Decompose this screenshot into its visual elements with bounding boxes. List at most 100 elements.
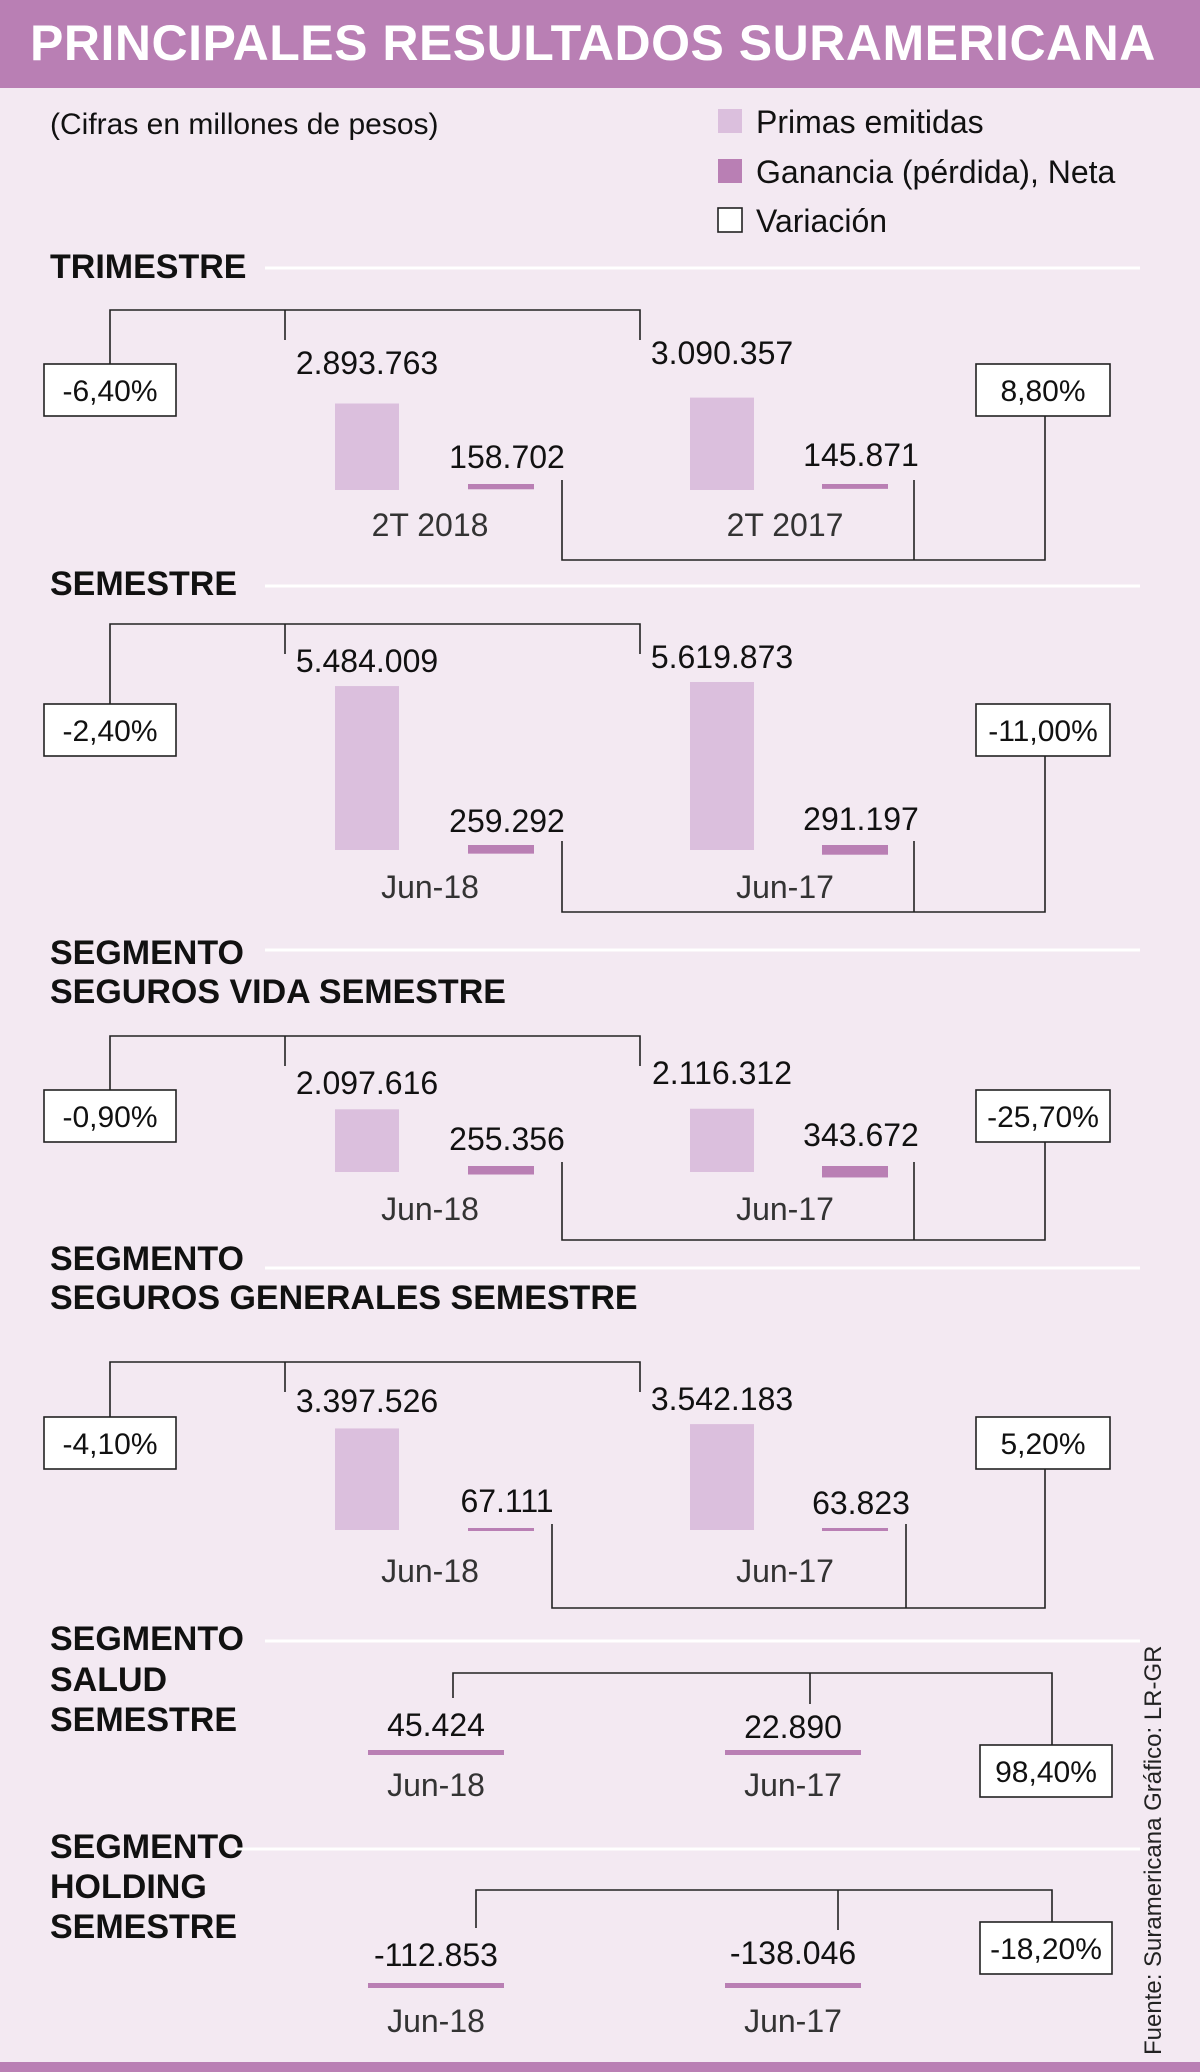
variacion-primas-label-box [43, 363, 177, 417]
category-label: Jun-18 [381, 1553, 479, 1589]
category-label: Jun-17 [744, 1767, 842, 1803]
ganancia-value-label: -112.853 [374, 1937, 498, 1973]
variacion-ganancia-label: 98,40% [995, 1756, 1097, 1789]
variacion-ganancia-label: -11,00% [988, 715, 1098, 748]
primas-value-label: 3.542.183 [651, 1381, 793, 1417]
category-label: Jun-18 [381, 869, 479, 905]
ganancia-connector [561, 756, 1046, 913]
ganancia-connector [551, 1469, 1046, 1609]
ganancia-value-label: 45.424 [387, 1707, 485, 1743]
variacion-ganancia-label-box [975, 1416, 1111, 1470]
ganancia-bar [468, 484, 534, 490]
primas-connector [109, 623, 641, 704]
ganancia-value-label: 63.823 [812, 1485, 910, 1521]
ganancia-bar [822, 1166, 888, 1178]
legend-label: Variación [756, 203, 887, 239]
variacion-primas-label-box [43, 1089, 177, 1143]
ganancia-bar [468, 845, 534, 854]
variacion-ganancia-label-box [975, 363, 1111, 417]
variacion-ganancia-label-box [979, 1921, 1113, 1975]
ganancia-value-label: 255.356 [449, 1121, 565, 1157]
section-title: SEMESTRE [50, 1908, 237, 1946]
primas-value-label: 2.893.763 [296, 345, 438, 381]
primas-value-label: 3.397.526 [296, 1383, 438, 1419]
bottom-bar [0, 2062, 1200, 2072]
primas-connector [109, 1361, 641, 1417]
variacion-ganancia-label-box [979, 1744, 1113, 1798]
variacion-ganancia-label: 8,80% [1000, 375, 1085, 408]
ganancia-connector [561, 416, 1046, 561]
category-label: Jun-18 [381, 1191, 479, 1227]
category-label: Jun-17 [736, 1553, 834, 1589]
ganancia-bar [822, 1528, 888, 1531]
variacion-ganancia-label: 5,20% [1000, 1428, 1085, 1461]
primas-value-label: 5.484.009 [296, 643, 438, 679]
section-title: SEGMENTO [50, 1828, 244, 1866]
primas-value-label: 2.116.312 [652, 1055, 792, 1091]
section-title: SEGMENTO [50, 1240, 244, 1278]
section-title: TRIMESTRE [50, 248, 246, 286]
ganancia-value-label: -138.046 [730, 1935, 856, 1971]
ganancia-bar [725, 1750, 861, 1755]
category-label: Jun-18 [387, 2003, 485, 2039]
legend-label: Ganancia (pérdida), Neta [756, 154, 1116, 190]
variacion-ganancia-label: -25,70% [987, 1101, 1099, 1134]
title-bar: PRINCIPALES RESULTADOS SURAMERICANA [0, 0, 1200, 88]
category-label: 2T 2017 [727, 507, 844, 543]
chart-title: PRINCIPALES RESULTADOS SURAMERICANA [30, 15, 1156, 71]
variacion-primas-label: -6,40% [62, 375, 157, 408]
ganancia-bar [822, 484, 888, 489]
primas-bar [690, 397, 754, 490]
section-title: SEGUROS VIDA SEMESTRE [50, 973, 506, 1011]
ganancia-value-label: 22.890 [744, 1709, 842, 1745]
legend-swatch-primas [718, 109, 742, 133]
variacion-primas-label-box [43, 703, 177, 757]
variacion-ganancia-label-box [975, 703, 1111, 757]
section-title: SEGMENTO [50, 934, 244, 972]
ganancia-value-label: 343.672 [803, 1117, 919, 1153]
category-label: Jun-17 [736, 1191, 834, 1227]
ganancia-bar [368, 1750, 504, 1755]
ganancia-bar [468, 1166, 534, 1175]
legend-label: Primas emitidas [756, 104, 984, 140]
primas-value-label: 5.619.873 [651, 639, 793, 675]
primas-bar [690, 1424, 754, 1530]
category-label: Jun-17 [744, 2003, 842, 2039]
ganancia-value-label: 259.292 [449, 803, 565, 839]
legend-swatch-variacion [717, 207, 743, 233]
subtitle: (Cifras en millones de pesos) [50, 108, 439, 141]
section-title: SEMESTRE [50, 1701, 237, 1739]
ganancia-connector [561, 1142, 1046, 1241]
variacion-primas-label: -2,40% [62, 715, 157, 748]
section-title: SEMESTRE [50, 565, 237, 603]
primas-value-label: 3.090.357 [651, 335, 793, 371]
primas-bar [690, 682, 754, 850]
primas-bar [335, 403, 399, 490]
section-title: SEGUROS GENERALES SEMESTRE [50, 1279, 638, 1317]
category-label: 2T 2018 [372, 507, 489, 543]
ganancia-connector [475, 1889, 1053, 1928]
ganancia-bar [468, 1528, 534, 1531]
primas-bar [335, 1109, 399, 1172]
ganancia-bar [725, 1983, 861, 1988]
primas-bar [335, 686, 399, 850]
primas-value-label: 2.097.616 [296, 1065, 438, 1101]
variacion-primas-label-box [43, 1416, 177, 1470]
category-label: Jun-18 [387, 1767, 485, 1803]
ganancia-bar [368, 1983, 504, 1988]
variacion-ganancia-label-box [975, 1089, 1111, 1143]
ganancia-connector [452, 1672, 1053, 1745]
ganancia-value-label: 145.871 [803, 437, 919, 473]
variacion-ganancia-label: -18,20% [990, 1933, 1102, 1966]
section-title: SALUD [50, 1661, 167, 1699]
ganancia-bar [822, 845, 888, 855]
section-title: SEGMENTO [50, 1620, 244, 1658]
legend-swatch-ganancia [718, 159, 742, 183]
source-credit: Fuente: Suramericana Gráfico: LR-GR [1140, 1645, 1167, 2056]
variacion-primas-label: -0,90% [62, 1101, 157, 1134]
section-title: HOLDING [50, 1868, 207, 1906]
primas-connector [109, 309, 641, 364]
ganancia-value-label: 67.111 [460, 1483, 553, 1519]
ganancia-value-label: 158.702 [449, 439, 565, 475]
ganancia-value-label: 291.197 [803, 801, 919, 837]
